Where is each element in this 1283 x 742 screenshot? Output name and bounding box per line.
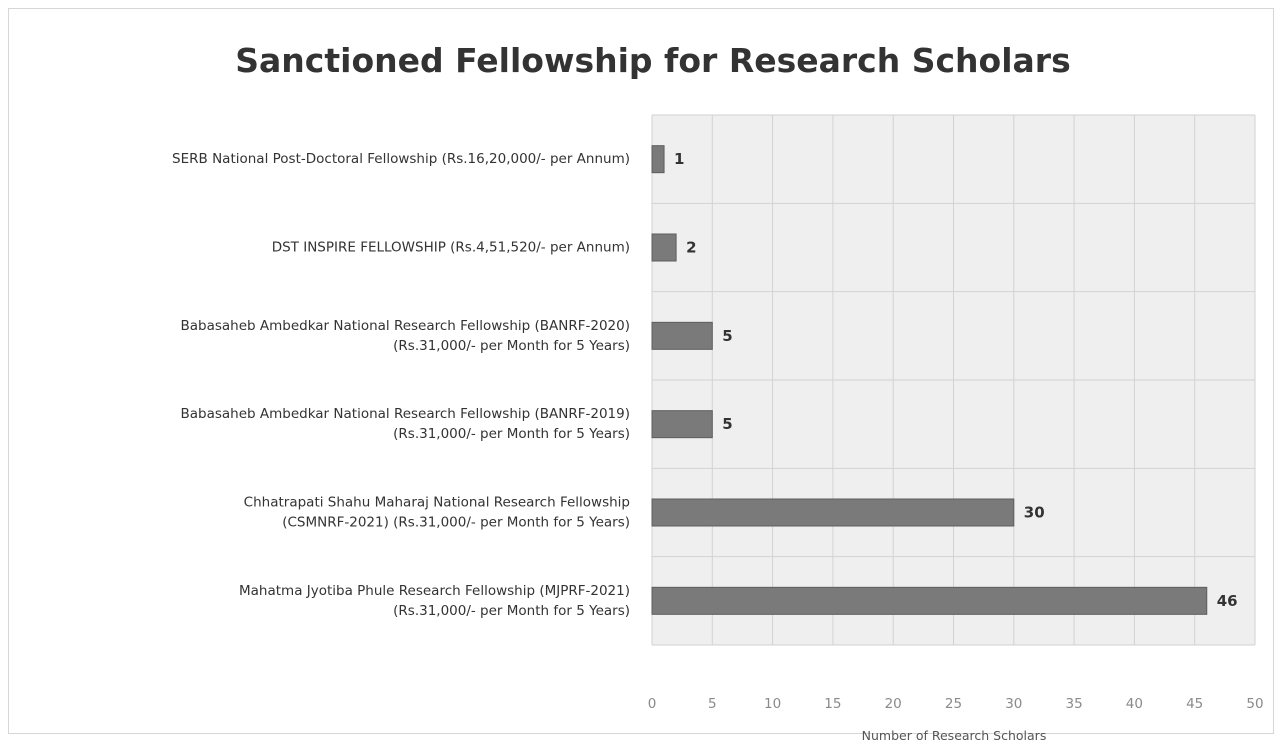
chart-title: Sanctioned Fellowship for Research Schol…	[235, 41, 1070, 80]
x-tick-label: 25	[945, 696, 962, 712]
category-label: Chhatrapati Shahu Maharaj National Resea…	[244, 495, 630, 511]
category-label: SERB National Post-Doctoral Fellowship (…	[172, 151, 630, 167]
x-tick-label: 15	[824, 696, 841, 712]
bar	[651, 233, 677, 262]
gridlines	[651, 114, 1256, 646]
category-label: (Rs.31,000/- per Month for 5 Years)	[393, 426, 630, 442]
data-label: 5	[722, 415, 732, 433]
x-tick-label: 35	[1066, 696, 1083, 712]
bar	[651, 410, 713, 439]
category-label: Babasaheb Ambedkar National Research Fel…	[180, 406, 630, 422]
category-label: (Rs.31,000/- per Month for 5 Years)	[393, 338, 630, 354]
category-label: Babasaheb Ambedkar National Research Fel…	[180, 318, 630, 334]
x-axis-title: Number of Research Scholars	[862, 728, 1047, 742]
x-tick-label: 30	[1005, 696, 1022, 712]
bars: 1 2 5 5 30 46	[651, 145, 1238, 615]
data-label: 5	[722, 327, 732, 345]
category-label: Mahatma Jyotiba Phule Research Fellowshi…	[239, 583, 630, 599]
x-tick-label: 45	[1186, 696, 1203, 712]
data-label: 30	[1024, 504, 1045, 522]
x-tick-label: 50	[1246, 696, 1263, 712]
x-tick-label: 20	[885, 696, 902, 712]
x-tick-label: 10	[764, 696, 781, 712]
category-labels: SERB National Post-Doctoral Fellowship (…	[172, 151, 630, 619]
bar	[651, 586, 1208, 615]
category-label: DST INSPIRE FELLOWSHIP (Rs.4,51,520/- pe…	[272, 240, 630, 256]
x-tick-label: 40	[1126, 696, 1143, 712]
bar	[651, 498, 1015, 527]
bar	[651, 145, 665, 174]
data-label: 1	[674, 150, 684, 168]
x-tick-labels: 0 5 10 15 20 25 30 35 40 45 50	[648, 696, 1264, 712]
category-label: (CSMNRF-2021) (Rs.31,000/- per Month for…	[282, 515, 630, 531]
x-tick-label: 5	[708, 696, 717, 712]
bar	[651, 321, 713, 350]
category-label: (Rs.31,000/- per Month for 5 Years)	[393, 603, 630, 619]
data-label: 2	[686, 239, 696, 257]
x-tick-label: 0	[648, 696, 657, 712]
data-label: 46	[1217, 592, 1238, 610]
